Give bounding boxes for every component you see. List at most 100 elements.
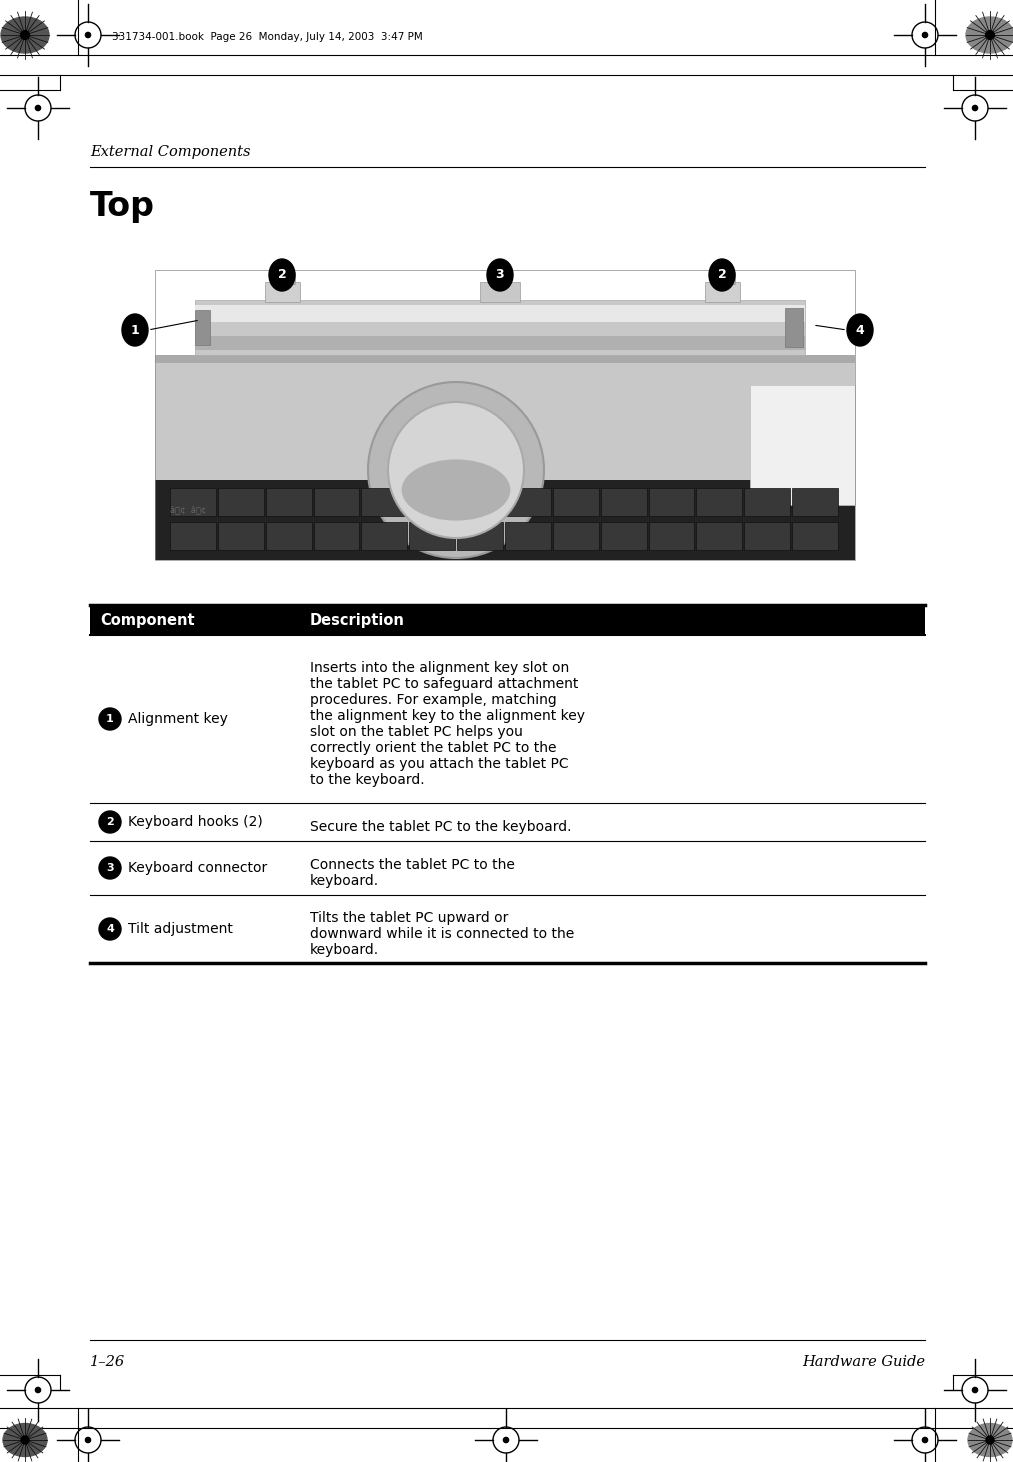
Circle shape — [923, 32, 928, 38]
Text: 1: 1 — [106, 713, 113, 724]
Bar — [362, 522, 407, 550]
Bar — [505, 488, 551, 516]
Bar — [648, 522, 695, 550]
Bar — [155, 355, 855, 560]
Text: Secure the tablet PC to the keyboard.: Secure the tablet PC to the keyboard. — [310, 820, 571, 833]
Bar — [90, 605, 925, 635]
Circle shape — [20, 31, 29, 39]
Text: to the keyboard.: to the keyboard. — [310, 773, 424, 787]
Bar — [265, 488, 312, 516]
Bar — [745, 522, 790, 550]
Bar — [314, 522, 360, 550]
Text: 3: 3 — [106, 863, 113, 873]
Text: keyboard.: keyboard. — [310, 943, 379, 956]
Circle shape — [35, 1387, 41, 1393]
Circle shape — [923, 1437, 928, 1443]
Circle shape — [35, 105, 41, 111]
Ellipse shape — [1, 18, 49, 53]
Circle shape — [85, 32, 90, 38]
Bar — [750, 385, 855, 504]
Bar — [409, 522, 455, 550]
Ellipse shape — [122, 314, 148, 346]
Bar — [696, 488, 743, 516]
Bar — [480, 282, 520, 303]
Text: keyboard as you attach the tablet PC: keyboard as you attach the tablet PC — [310, 757, 568, 770]
Bar — [194, 306, 805, 322]
Circle shape — [99, 811, 121, 833]
Bar — [409, 488, 455, 516]
Bar — [601, 522, 646, 550]
Circle shape — [85, 1437, 90, 1443]
Circle shape — [388, 402, 524, 538]
Ellipse shape — [269, 259, 295, 291]
Text: 2: 2 — [278, 269, 287, 282]
Bar — [792, 522, 838, 550]
Text: the alignment key to the alignment key: the alignment key to the alignment key — [310, 709, 585, 722]
Circle shape — [368, 382, 544, 558]
Circle shape — [972, 105, 978, 111]
Ellipse shape — [847, 314, 873, 346]
Bar — [270, 272, 295, 284]
Circle shape — [503, 1437, 509, 1443]
Bar — [314, 488, 360, 516]
Text: keyboard.: keyboard. — [310, 874, 379, 887]
Text: slot on the tablet PC helps you: slot on the tablet PC helps you — [310, 725, 523, 738]
Ellipse shape — [401, 459, 511, 520]
Bar — [155, 480, 855, 560]
Bar — [705, 282, 741, 303]
Bar — [505, 522, 551, 550]
Circle shape — [21, 1436, 29, 1444]
Text: downward while it is connected to the: downward while it is connected to the — [310, 927, 574, 942]
Bar — [457, 488, 503, 516]
Text: Top: Top — [90, 190, 155, 224]
Text: External Components: External Components — [90, 145, 250, 159]
Text: 1–26: 1–26 — [90, 1355, 126, 1368]
Bar — [785, 308, 803, 346]
Text: 2: 2 — [717, 269, 726, 282]
Bar — [194, 336, 805, 349]
Ellipse shape — [709, 259, 735, 291]
Bar — [155, 355, 855, 363]
Circle shape — [986, 31, 995, 39]
Bar — [362, 488, 407, 516]
Bar — [155, 270, 855, 560]
Text: procedures. For example, matching: procedures. For example, matching — [310, 693, 557, 706]
Text: the tablet PC to safeguard attachment: the tablet PC to safeguard attachment — [310, 677, 578, 692]
Ellipse shape — [487, 259, 513, 291]
Circle shape — [986, 1436, 994, 1444]
Text: Tilt adjustment: Tilt adjustment — [128, 923, 233, 936]
Bar — [792, 488, 838, 516]
Bar — [710, 272, 735, 284]
Text: correctly orient the tablet PC to the: correctly orient the tablet PC to the — [310, 741, 556, 754]
Text: â¢  â¢: â¢ â¢ — [170, 506, 207, 515]
Text: Component: Component — [100, 613, 194, 627]
Text: Description: Description — [310, 613, 405, 627]
Text: Inserts into the alignment key slot on: Inserts into the alignment key slot on — [310, 661, 569, 675]
Bar — [194, 300, 805, 355]
Text: Alignment key: Alignment key — [128, 712, 228, 727]
Text: Tilts the tablet PC upward or: Tilts the tablet PC upward or — [310, 911, 509, 925]
Text: Keyboard connector: Keyboard connector — [128, 861, 267, 874]
Ellipse shape — [966, 18, 1013, 53]
Text: 3: 3 — [495, 269, 504, 282]
Bar — [553, 522, 599, 550]
Text: 2: 2 — [106, 817, 113, 827]
Text: Hardware Guide: Hardware Guide — [802, 1355, 925, 1368]
Bar — [194, 310, 210, 345]
Bar — [265, 282, 300, 303]
Text: 1: 1 — [131, 323, 140, 336]
Circle shape — [972, 1387, 978, 1393]
Text: 4: 4 — [856, 323, 864, 336]
Bar — [218, 488, 263, 516]
Circle shape — [99, 918, 121, 940]
Circle shape — [99, 708, 121, 730]
Bar — [696, 522, 743, 550]
Text: Connects the tablet PC to the: Connects the tablet PC to the — [310, 858, 515, 871]
Ellipse shape — [3, 1424, 47, 1456]
Text: Keyboard hooks (2): Keyboard hooks (2) — [128, 814, 262, 829]
Text: 4: 4 — [106, 924, 113, 934]
Bar — [601, 488, 646, 516]
Bar — [265, 522, 312, 550]
Ellipse shape — [968, 1424, 1012, 1456]
Circle shape — [99, 857, 121, 879]
